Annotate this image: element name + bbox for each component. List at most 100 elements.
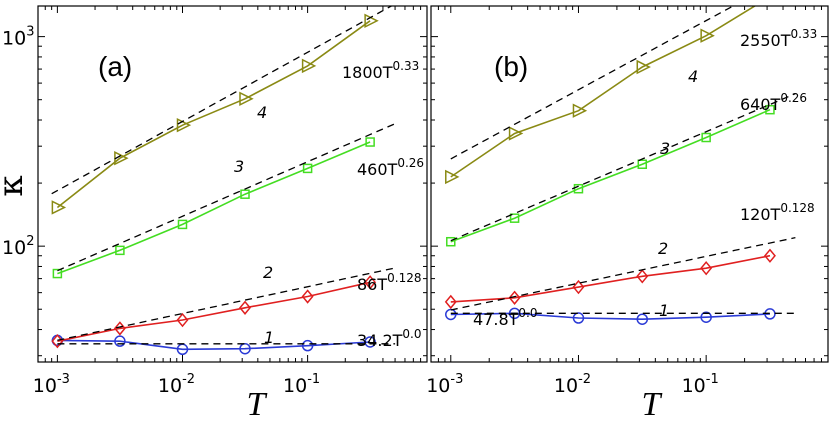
panel-a-label: (a): [98, 51, 132, 82]
panel-b-series-4-point: [572, 103, 588, 118]
panel-a-series-3-point: [302, 163, 313, 174]
panel-a-series-1-point: [301, 339, 314, 352]
panel-a-series-1-point: [239, 342, 251, 355]
panel-b-series-2-point: [508, 290, 521, 305]
panel-a-y-tick-label: 103: [2, 25, 34, 50]
panel-a-fit-label: 34.2T0.0: [357, 327, 422, 350]
panel-b-fit-label: 47.8T0.0: [473, 306, 538, 329]
panel-a-series-2-line: [57, 281, 371, 342]
panel-b-series-2-point: [763, 248, 776, 263]
panel-b-series-4-point: [636, 59, 651, 75]
fit-exponent: 0.26: [780, 91, 807, 105]
y-axis-label: κ: [0, 175, 31, 196]
tick-base: 10: [2, 28, 26, 50]
panel-a-series-3-point: [177, 219, 188, 230]
panel-b-x-tick-label: 10-3: [426, 372, 463, 397]
panel-a-x-tick-label: 10-3: [33, 372, 70, 397]
panel-b-series-3-point: [509, 213, 520, 223]
fit-coefficient: 120T: [740, 205, 781, 224]
panel-a-series-2-point: [364, 275, 377, 290]
panel-b-fit-label: 120T0.128: [740, 201, 815, 224]
tick-exponent: -3: [450, 372, 463, 387]
fit-coefficient: 2550T: [740, 31, 791, 50]
panel-a-x-tick-label: 10-1: [283, 372, 320, 397]
fit-exponent: 0.128: [780, 201, 814, 215]
panel-b-label: (b): [494, 51, 528, 82]
panel-b-series-2-point: [572, 279, 585, 295]
panel-a-series-3-point: [52, 268, 63, 279]
fit-coefficient: 86T: [357, 275, 387, 294]
tick-exponent: -2: [182, 372, 195, 387]
panel-a-x-tick-label: 10-2: [158, 372, 195, 397]
panel-a-series-3-point: [240, 189, 250, 199]
panel-a-series-3-point: [115, 245, 125, 256]
fit-coefficient: 47.8T: [473, 310, 519, 329]
panel-b-series-3-point: [446, 236, 456, 247]
tick-base: 10: [682, 375, 706, 397]
panel-a: (a) T 10-3 10-2 10-1102103123434.2T0.086T0…: [2, 5, 428, 423]
tick-exponent: -1: [307, 372, 320, 387]
tick-base: 10: [33, 375, 57, 397]
panel-b-x-tick-label: 10-1: [682, 372, 719, 397]
panel-b-series-1-point: [700, 311, 712, 323]
panel-a-fit-label: 86T0.128: [357, 271, 422, 294]
panel-b-frame: [430, 5, 829, 363]
tick-base: 10: [283, 375, 307, 397]
tick-exponent: 3: [26, 25, 34, 40]
panel-a-series-2-point: [113, 321, 126, 336]
fit-exponent: 0.0: [518, 306, 537, 320]
panel-a-series-4-point: [301, 58, 317, 74]
panel-b-series-3-point: [765, 104, 775, 115]
panel-b-fit-label: 640T0.26: [740, 91, 807, 114]
fit-exponent: 0.33: [791, 27, 818, 41]
fit-exponent: 0.128: [387, 271, 421, 285]
panel-b-series-4-point: [508, 126, 524, 141]
panel-b-series-1-point: [508, 307, 521, 320]
panel-a-series-1-point: [364, 336, 376, 348]
panel-b-series-2-point: [444, 294, 457, 310]
panel-a-series-4-line: [56, 20, 371, 209]
panel-a-series-3-line: [57, 141, 371, 275]
panel-b-x-tick-label: 10-2: [554, 372, 591, 397]
panel-a-fit-line: [57, 267, 396, 341]
panel-a-y-tick-label: 102: [2, 234, 34, 259]
panel-b-fit-line: [450, 6, 735, 160]
panel-b-series-3-point: [701, 132, 711, 143]
panel-a-fit-line: [51, 6, 393, 195]
panel-a-series-2-point: [301, 289, 314, 304]
fit-coefficient: 640T: [740, 95, 781, 114]
panel-a-fit-line: [57, 123, 396, 272]
panel-b-series-1-label: 1: [659, 301, 669, 320]
panel-a-frame: [37, 5, 428, 363]
panel-b-fit-line: [450, 93, 796, 242]
fit-exponent: 0.0: [402, 327, 421, 341]
tick-base: 10: [554, 375, 578, 397]
tick-base: 10: [2, 237, 26, 259]
panel-a-x-axis-title: T: [247, 386, 268, 423]
panel-a-series-1-label: 1: [264, 328, 274, 347]
panel-b-series-3-line: [450, 108, 771, 243]
panel-b-series-3-point: [637, 159, 648, 169]
fit-exponent: 0.26: [397, 156, 424, 170]
panel-a-series-4-point: [239, 91, 254, 107]
panel-b-x-axis-title: T: [642, 386, 663, 423]
panel-a-fit-label: 1800T0.33: [342, 59, 419, 82]
tick-exponent: -2: [578, 372, 591, 387]
panel-b-series-1-point: [636, 313, 649, 325]
fit-exponent: 0.33: [393, 59, 420, 73]
panel-b-series-3-point: [573, 183, 584, 194]
panel-b-series-2-label: 2: [658, 239, 668, 258]
panel-b: (b) T 10-3 10-2 10-1123447.8T0.0120T0.1286…: [426, 5, 829, 423]
tick-base: 10: [426, 375, 450, 397]
panel-b-fit-line: [450, 236, 796, 311]
panel-a-series-4-label: 4: [257, 103, 267, 122]
panel-b-series-2-point: [700, 261, 713, 276]
fit-coefficient: 1800T: [342, 63, 393, 82]
panel-a-series-4-point: [51, 200, 67, 215]
panel-b-series-4-point: [700, 28, 715, 43]
panel-b-series-4-label: 4: [688, 67, 698, 86]
panel-a-series-2-point: [176, 312, 189, 328]
panel-b-fit-label: 2550T0.33: [740, 27, 817, 50]
fit-coefficient: 460T: [357, 160, 398, 179]
